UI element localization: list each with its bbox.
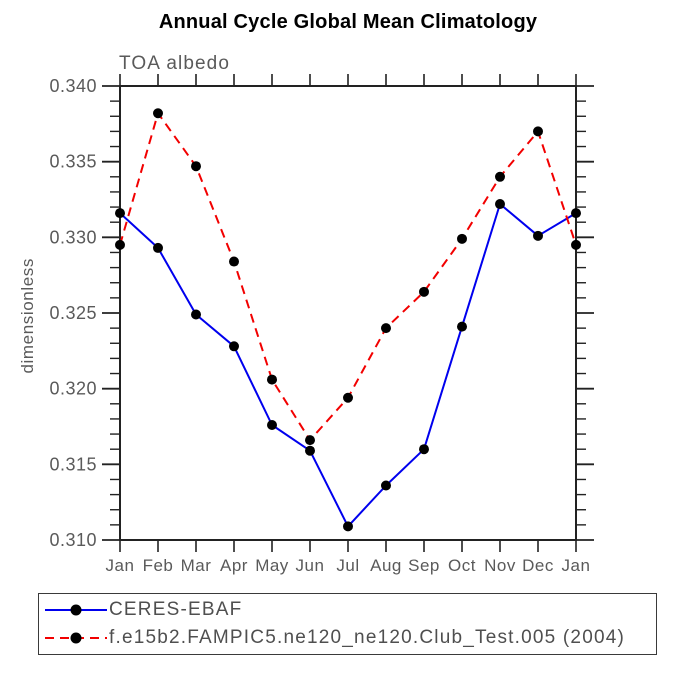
data-point-0 bbox=[381, 480, 391, 491]
legend-item-ceres: CERES-EBAF bbox=[43, 596, 656, 623]
x-tick-label: Sep bbox=[408, 556, 440, 575]
data-point-0 bbox=[191, 309, 201, 320]
y-tick-label: 0.315 bbox=[49, 454, 97, 474]
y-tick-label: 0.330 bbox=[49, 227, 97, 247]
x-tick-label: Jul bbox=[336, 556, 359, 575]
chart-subtitle: TOA albedo bbox=[119, 53, 231, 74]
x-tick-label: Nov bbox=[484, 556, 516, 575]
data-point-0 bbox=[495, 199, 505, 210]
data-point-1 bbox=[191, 161, 201, 172]
legend-label: f.e15b2.FAMPIC5.ne120_ne120.Club_Test.00… bbox=[109, 627, 626, 649]
data-point-1 bbox=[533, 126, 543, 137]
legend-item-model: f.e15b2.FAMPIC5.ne120_ne120.Club_Test.00… bbox=[43, 625, 656, 652]
x-tick-label: Dec bbox=[522, 556, 554, 575]
x-tick-label: Mar bbox=[181, 556, 212, 575]
data-point-0 bbox=[419, 444, 429, 455]
x-tick-label: Apr bbox=[220, 556, 248, 575]
data-point-1 bbox=[381, 323, 391, 334]
legend-line-sample-solid bbox=[45, 604, 107, 616]
data-point-1 bbox=[419, 286, 429, 297]
x-tick-label: Jan bbox=[562, 556, 591, 575]
data-point-1 bbox=[115, 239, 125, 250]
data-point-1 bbox=[571, 239, 581, 250]
data-point-1 bbox=[229, 256, 239, 267]
data-point-1 bbox=[305, 435, 315, 446]
data-point-1 bbox=[153, 108, 163, 119]
data-point-0 bbox=[153, 242, 163, 253]
data-point-0 bbox=[229, 341, 239, 352]
data-point-0 bbox=[267, 419, 277, 430]
x-tick-label: Aug bbox=[370, 556, 402, 575]
y-tick-label: 0.310 bbox=[49, 530, 97, 550]
data-point-0 bbox=[115, 208, 125, 219]
data-point-0 bbox=[457, 321, 467, 332]
chart-title: Annual Cycle Global Mean Climatology bbox=[158, 11, 538, 33]
y-tick-label: 0.320 bbox=[49, 379, 97, 399]
data-point-1 bbox=[343, 392, 353, 403]
x-tick-label: Feb bbox=[143, 556, 174, 575]
data-point-1 bbox=[267, 374, 277, 385]
data-point-0 bbox=[305, 445, 315, 456]
y-tick-label: 0.325 bbox=[49, 303, 97, 323]
y-tick-label: 0.335 bbox=[49, 152, 97, 172]
series-line-1 bbox=[119, 112, 577, 442]
data-point-0 bbox=[571, 208, 581, 219]
legend-line-sample-dashed bbox=[45, 632, 107, 644]
plot-border bbox=[119, 85, 577, 541]
x-tick-label: May bbox=[255, 556, 289, 575]
y-tick-label: 0.340 bbox=[49, 76, 97, 96]
legend-label: CERES-EBAF bbox=[109, 598, 243, 620]
series-line-0 bbox=[119, 203, 577, 528]
x-tick-label: Jan bbox=[106, 556, 135, 575]
data-point-0 bbox=[343, 521, 353, 532]
x-tick-label: Oct bbox=[448, 556, 476, 575]
x-tick-label: Jun bbox=[296, 556, 325, 575]
data-point-1 bbox=[457, 233, 467, 244]
data-point-1 bbox=[495, 171, 505, 182]
data-point-0 bbox=[533, 230, 543, 241]
legend: CERES-EBAF f.e15b2.FAMPIC5.ne120_ne120.C… bbox=[38, 593, 657, 655]
